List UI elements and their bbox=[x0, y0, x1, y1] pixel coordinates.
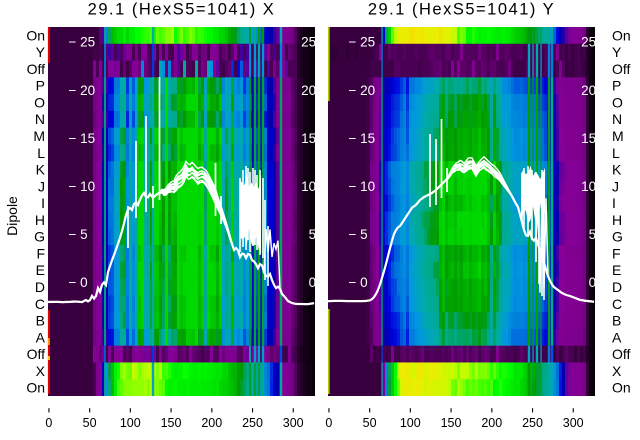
svg-text:29.1 (HexS5=1041) Y: 29.1 (HexS5=1041) Y bbox=[368, 1, 555, 19]
svg-text:M: M bbox=[612, 128, 624, 144]
svg-text:150: 150 bbox=[441, 416, 462, 430]
svg-text:F: F bbox=[612, 245, 621, 261]
svg-text:− 20: − 20 bbox=[349, 83, 376, 98]
svg-text:On: On bbox=[26, 380, 45, 396]
svg-text:− 25: − 25 bbox=[349, 35, 376, 50]
svg-text:− 5: − 5 bbox=[69, 227, 88, 242]
svg-text:K: K bbox=[612, 162, 622, 178]
svg-text:15: 15 bbox=[301, 131, 316, 146]
svg-text:E: E bbox=[36, 262, 45, 278]
svg-text:G: G bbox=[34, 229, 45, 245]
svg-text:C: C bbox=[35, 296, 45, 312]
svg-text:200: 200 bbox=[201, 416, 222, 430]
svg-text:O: O bbox=[34, 95, 45, 111]
svg-text:5: 5 bbox=[309, 227, 317, 242]
svg-text:I: I bbox=[41, 195, 45, 211]
svg-text:P: P bbox=[36, 78, 45, 94]
svg-text:On: On bbox=[612, 27, 631, 43]
svg-text:− 0: − 0 bbox=[349, 275, 368, 290]
svg-text:On: On bbox=[26, 27, 45, 43]
svg-text:200: 200 bbox=[481, 416, 502, 430]
svg-text:20: 20 bbox=[301, 83, 316, 98]
svg-text:29.1 (HexS5=1041) X: 29.1 (HexS5=1041) X bbox=[88, 1, 276, 19]
svg-text:P: P bbox=[612, 78, 621, 94]
svg-text:300: 300 bbox=[283, 416, 304, 430]
svg-text:− 15: − 15 bbox=[69, 131, 96, 146]
svg-text:X: X bbox=[36, 363, 46, 379]
svg-text:Y: Y bbox=[612, 44, 622, 60]
svg-text:L: L bbox=[612, 145, 620, 161]
svg-text:10: 10 bbox=[581, 179, 596, 194]
svg-text:B: B bbox=[612, 313, 621, 329]
svg-text:C: C bbox=[612, 296, 622, 312]
svg-text:N: N bbox=[35, 111, 45, 127]
svg-text:0: 0 bbox=[45, 416, 52, 430]
svg-text:G: G bbox=[612, 229, 623, 245]
svg-text:Off: Off bbox=[27, 346, 46, 362]
svg-text:J: J bbox=[612, 178, 619, 194]
svg-text:25: 25 bbox=[581, 35, 596, 50]
svg-text:H: H bbox=[35, 212, 45, 228]
svg-text:B: B bbox=[36, 313, 45, 329]
svg-text:− 20: − 20 bbox=[69, 83, 96, 98]
svg-text:25: 25 bbox=[301, 35, 316, 50]
svg-text:I: I bbox=[612, 195, 616, 211]
svg-text:On: On bbox=[612, 380, 631, 396]
svg-text:Off: Off bbox=[612, 61, 631, 77]
svg-text:300: 300 bbox=[563, 416, 584, 430]
svg-text:250: 250 bbox=[242, 416, 263, 430]
svg-text:250: 250 bbox=[522, 416, 543, 430]
svg-text:100: 100 bbox=[120, 416, 141, 430]
svg-text:J: J bbox=[38, 178, 45, 194]
svg-text:150: 150 bbox=[161, 416, 182, 430]
svg-text:20: 20 bbox=[581, 83, 596, 98]
svg-text:0: 0 bbox=[309, 275, 317, 290]
svg-text:L: L bbox=[37, 145, 45, 161]
svg-text:E: E bbox=[612, 262, 621, 278]
svg-text:100: 100 bbox=[400, 416, 421, 430]
svg-text:A: A bbox=[36, 329, 46, 345]
svg-text:0: 0 bbox=[325, 416, 332, 430]
svg-text:K: K bbox=[36, 162, 46, 178]
svg-text:10: 10 bbox=[301, 179, 316, 194]
svg-text:Y: Y bbox=[36, 44, 46, 60]
svg-text:Off: Off bbox=[27, 61, 46, 77]
svg-text:50: 50 bbox=[363, 416, 377, 430]
svg-text:M: M bbox=[33, 128, 45, 144]
svg-text:− 10: − 10 bbox=[349, 179, 376, 194]
svg-text:Off: Off bbox=[612, 346, 631, 362]
svg-text:O: O bbox=[612, 95, 623, 111]
svg-text:50: 50 bbox=[83, 416, 97, 430]
svg-text:5: 5 bbox=[589, 227, 597, 242]
svg-text:− 15: − 15 bbox=[349, 131, 376, 146]
svg-text:− 0: − 0 bbox=[69, 275, 88, 290]
svg-text:N: N bbox=[612, 111, 622, 127]
svg-text:15: 15 bbox=[581, 131, 596, 146]
svg-text:A: A bbox=[612, 329, 622, 345]
svg-text:X: X bbox=[612, 363, 622, 379]
svg-text:Dipole: Dipole bbox=[4, 196, 20, 236]
svg-text:− 10: − 10 bbox=[69, 179, 96, 194]
svg-text:− 5: − 5 bbox=[349, 227, 368, 242]
svg-text:H: H bbox=[612, 212, 622, 228]
svg-text:D: D bbox=[612, 279, 622, 295]
svg-text:0: 0 bbox=[589, 275, 597, 290]
svg-text:D: D bbox=[35, 279, 45, 295]
svg-text:F: F bbox=[36, 245, 45, 261]
svg-text:− 25: − 25 bbox=[69, 35, 96, 50]
